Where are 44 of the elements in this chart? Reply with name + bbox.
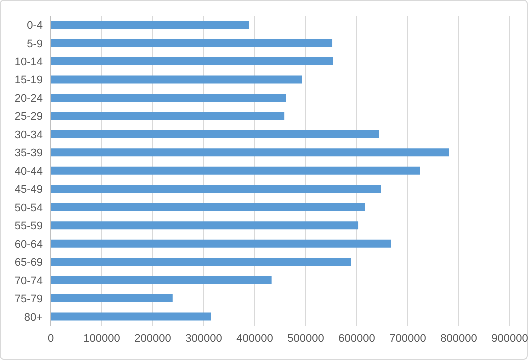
bar bbox=[51, 148, 450, 157]
bar bbox=[51, 294, 173, 303]
y-tick-label: 70-74 bbox=[14, 275, 43, 288]
bar bbox=[51, 312, 212, 321]
bar bbox=[51, 203, 366, 212]
bar bbox=[51, 57, 334, 66]
x-tick-label: 700000 bbox=[390, 332, 426, 345]
bar bbox=[51, 185, 382, 194]
x-tick-label: 400000 bbox=[236, 332, 274, 345]
x-tick-label: 900000 bbox=[492, 332, 528, 345]
y-tick-label: 10-14 bbox=[14, 56, 43, 68]
y-tick-label: 5-9 bbox=[27, 38, 43, 50]
x-tick-label: 200000 bbox=[134, 332, 172, 345]
y-tick-label: 60-64 bbox=[14, 238, 43, 251]
y-tick-label: 40-44 bbox=[14, 166, 43, 178]
y-tick-label: 75-79 bbox=[14, 294, 43, 306]
bar bbox=[51, 94, 286, 102]
bar bbox=[51, 276, 272, 284]
bar bbox=[51, 76, 302, 84]
y-tick-label: 50-54 bbox=[14, 202, 43, 214]
x-tick-label: 500000 bbox=[288, 332, 324, 345]
y-tick-label: 80+ bbox=[24, 312, 43, 324]
y-tick-label: 20-24 bbox=[14, 92, 43, 105]
x-tick-label: 800000 bbox=[440, 332, 478, 345]
bar bbox=[51, 39, 333, 48]
x-tick-label: 0 bbox=[48, 332, 54, 345]
y-tick-label: 30-34 bbox=[14, 129, 43, 142]
y-tick-label: 45-49 bbox=[14, 184, 43, 196]
bar bbox=[51, 240, 392, 248]
y-tick-label: 0-4 bbox=[27, 20, 43, 32]
y-tick-label: 65-69 bbox=[14, 257, 43, 270]
bar bbox=[51, 112, 285, 120]
x-tick-label: 300000 bbox=[186, 332, 222, 345]
y-tick-label: 25-29 bbox=[14, 111, 43, 124]
bar bbox=[51, 21, 250, 29]
x-tick-label: 600000 bbox=[338, 332, 376, 345]
bar bbox=[51, 258, 352, 266]
bar bbox=[51, 130, 380, 138]
y-tick-label: 55-59 bbox=[14, 220, 43, 233]
bar bbox=[51, 222, 359, 230]
x-tick-label: 100000 bbox=[84, 332, 120, 345]
y-tick-label: 35-39 bbox=[14, 148, 43, 160]
bar bbox=[51, 166, 420, 175]
y-tick-label: 15-19 bbox=[14, 74, 43, 87]
